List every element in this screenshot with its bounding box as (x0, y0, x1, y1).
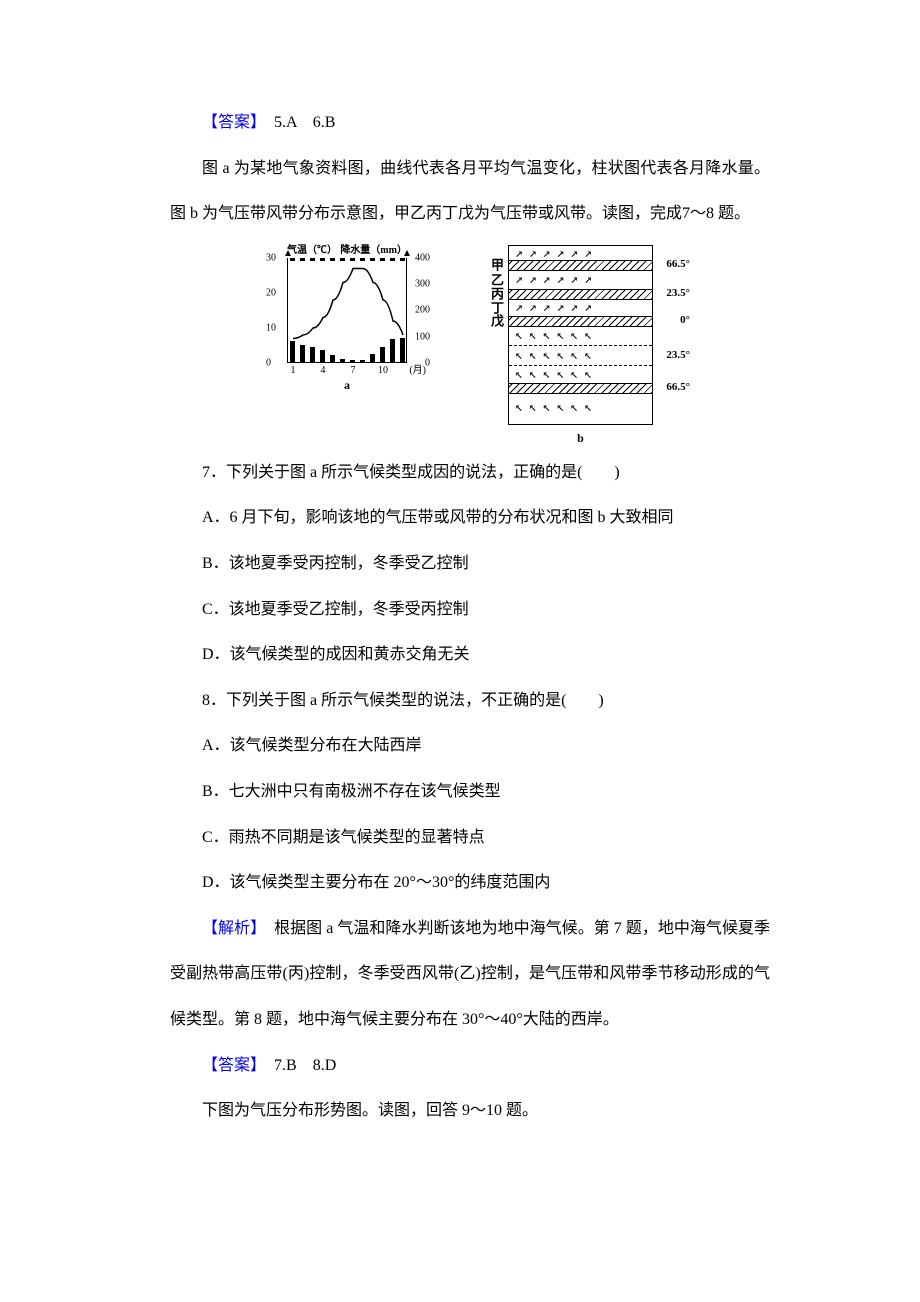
chart-a-precip-tick: 300 (415, 279, 430, 290)
diagram-b-band-wind: ↖↖↖↖↖↖ (509, 325, 652, 345)
chart-a-caption: a (287, 379, 407, 392)
diagram-b-band-wind: ↗↗↗↗↗↗ (509, 298, 652, 316)
analysis-7-8-text: 根据图 a 气温和降水判断该地为地中海气候。第 7 题，地中海气候夏季受副热带高… (170, 920, 770, 1028)
chart-a-temp-curve (288, 258, 408, 363)
q7-C: C．该地夏季受乙控制，冬季受丙控制 (170, 587, 770, 633)
chart-a-month-tick: 10 (378, 365, 388, 376)
chart-a-ylabel-left: 气温（℃） (287, 245, 337, 256)
diagram-b-label-left: 戊 (491, 311, 504, 330)
answer-label-2: 【答案】 (202, 1057, 258, 1074)
chart-a-month-tick: 4 (320, 365, 325, 376)
answer-56: 【答案】 5.A 6.B (170, 100, 770, 146)
answer-78: 【答案】 7.B 8.D (170, 1043, 770, 1089)
analysis-7-8: 【解析】 根据图 a 气温和降水判断该地为地中海气候。第 7 题，地中海气候夏季… (170, 906, 770, 1043)
intro-9-10: 下图为气压分布形势图。读图，回答 9～10 题。 (170, 1088, 770, 1134)
chart-a-month-tick: 7 (350, 365, 355, 376)
chart-a-precip-tick: 400 (415, 252, 430, 263)
figure-ab: 气温（℃） 降水量（mm） 0102030010020030040014710(… (170, 245, 770, 446)
q8-A: A．该气候类型分布在大陆西岸 (170, 723, 770, 769)
answer-78-text: 7.B 8.D (258, 1057, 336, 1074)
q7-B: B．该地夏季受丙控制，冬季受乙控制 (170, 541, 770, 587)
diagram-b-band-wind: ↗↗↗↗↗↗ (509, 269, 652, 289)
q8-stem: 8．下列关于图 a 所示气候类型的说法，不正确的是( ) (170, 678, 770, 724)
diagram-b-band-wind: ↖↖↖↖↖↖ (509, 345, 652, 365)
diagram-b: ↗↗↗↗↗↗甲66.5°↗↗↗↗↗↗乙丙23.5°↗↗↗↗↗↗丁戊0°↖↖↖↖↖… (508, 245, 653, 446)
chart-a-temp-tick: 0 (266, 357, 271, 368)
chart-a-precip-tick: 100 (415, 331, 430, 342)
diagram-b-band-wind: ↗↗↗↗↗↗ (509, 246, 652, 260)
q8-B: B．七大洲中只有南极洲不存在该气候类型 (170, 769, 770, 815)
diagram-b-label-right: 23.5° (666, 349, 690, 361)
diagram-b-band-wind: ↖↖↖↖↖↖ (509, 365, 652, 383)
diagram-b-label-right: 23.5° (666, 287, 690, 299)
chart-a-temp-tick: 30 (266, 252, 276, 263)
chart-a-xunit: (月) (409, 365, 426, 376)
diagram-b-label-right: 66.5° (666, 381, 690, 393)
q8-D: D．该气候类型主要分布在 20°～30°的纬度范围内 (170, 860, 770, 906)
chart-a: 气温（℃） 降水量（mm） 0102030010020030040014710(… (287, 245, 407, 392)
diagram-b-band-wind: ↖↖↖↖↖↖ (509, 392, 652, 422)
diagram-b-label-right: 66.5° (666, 258, 690, 270)
q7-stem: 7．下列关于图 a 所示气候类型成因的说法，正确的是( ) (170, 450, 770, 496)
analysis-label: 【解析】 (202, 920, 258, 937)
document-page: 【答案】 5.A 6.B 图 a 为某地气象资料图，曲线代表各月平均气温变化，柱… (0, 0, 920, 1194)
q7-A: A．6 月下旬，影响该地的气压带或风带的分布状况和图 b 大致相同 (170, 495, 770, 541)
chart-a-temp-tick: 10 (266, 322, 276, 333)
diagram-b-caption: b (508, 431, 653, 446)
chart-a-month-tick: 1 (290, 365, 295, 376)
q8-C: C．雨热不同期是该气候类型的显著特点 (170, 815, 770, 861)
answer-56-text: 5.A 6.B (258, 114, 335, 131)
q7-D: D．该气候类型的成因和黄赤交角无关 (170, 632, 770, 678)
diagram-b-label-right: 0° (680, 314, 690, 326)
intro-7-8: 图 a 为某地气象资料图，曲线代表各月平均气温变化，柱状图代表各月降水量。图 b… (170, 146, 770, 237)
chart-a-ylabel-right: 降水量（mm） (340, 245, 407, 256)
answer-label: 【答案】 (202, 114, 258, 131)
chart-a-temp-tick: 20 (266, 287, 276, 298)
chart-a-precip-tick: 200 (415, 305, 430, 316)
